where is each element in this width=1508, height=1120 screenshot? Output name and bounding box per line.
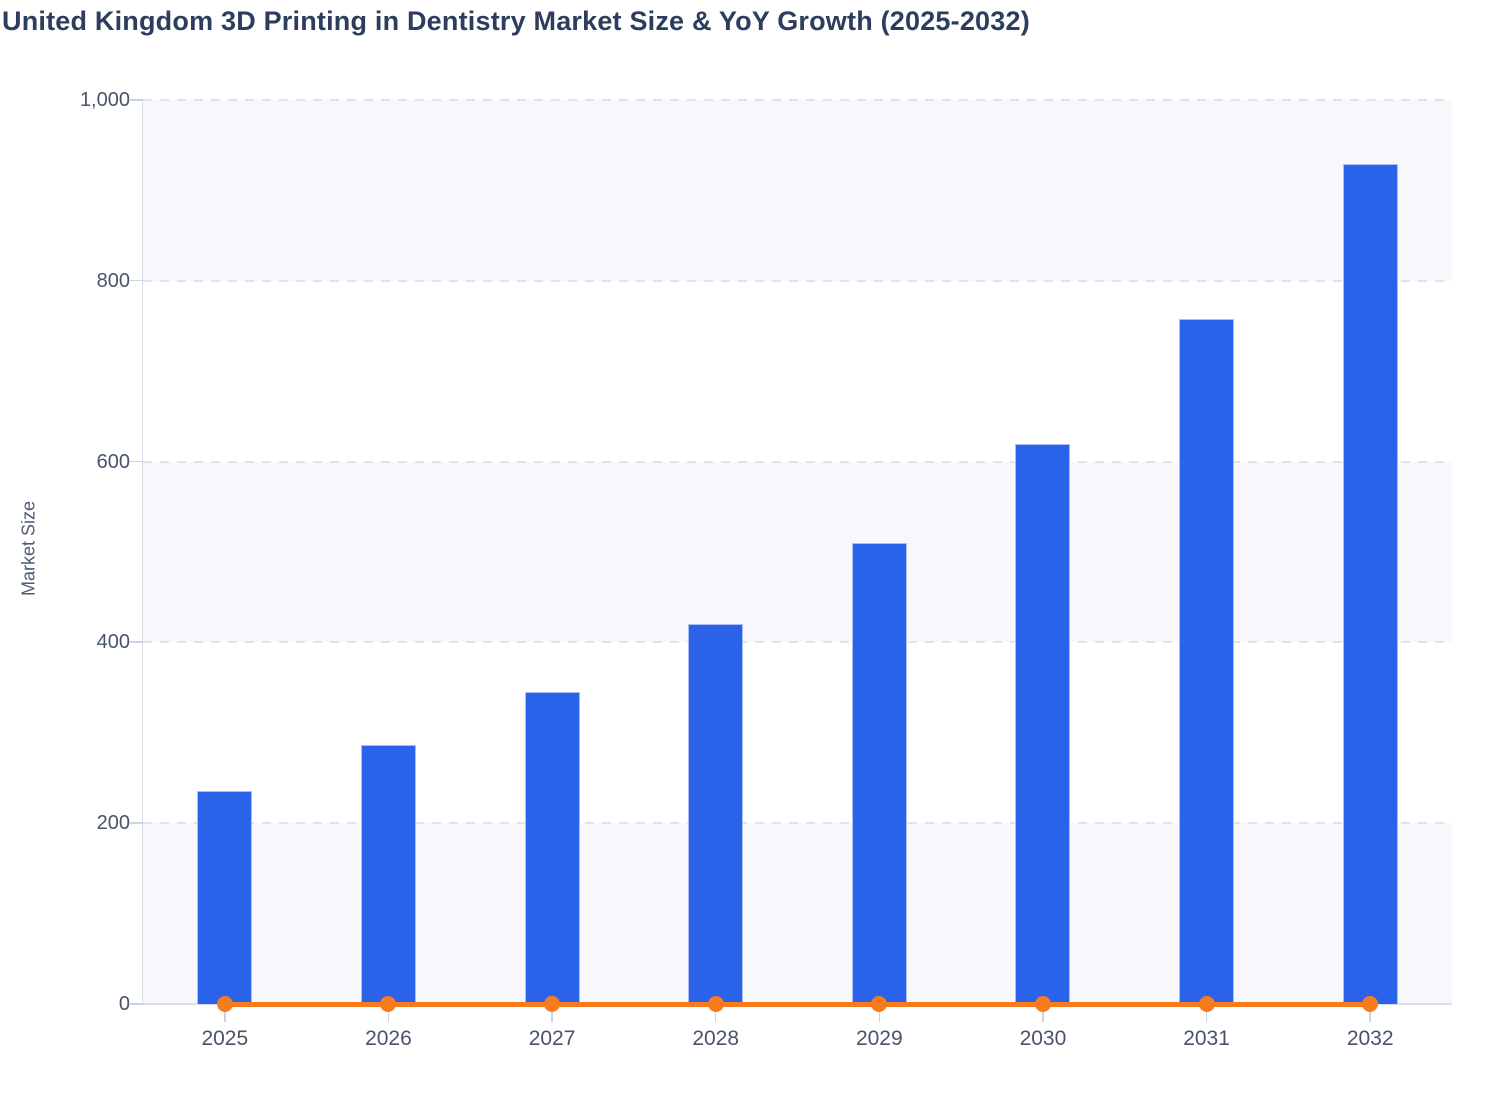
y-axis-line bbox=[141, 100, 143, 1004]
x-tick-label: 2027 bbox=[528, 1027, 576, 1050]
plot-band bbox=[143, 100, 1452, 281]
plot-band bbox=[143, 823, 1452, 1004]
yoy-marker-2026[interactable] bbox=[380, 996, 397, 1012]
bar-2031[interactable] bbox=[1179, 318, 1235, 1004]
bar-2025[interactable] bbox=[197, 790, 253, 1004]
y-tick-label: 400 bbox=[96, 631, 130, 654]
y-tick-label: 1,000 bbox=[79, 89, 130, 111]
bar-2030[interactable] bbox=[1015, 443, 1071, 1004]
plot-band bbox=[143, 461, 1452, 643]
x-tick-label: 2025 bbox=[201, 1027, 249, 1050]
x-tick-label: 2030 bbox=[1019, 1027, 1067, 1050]
yoy-marker-2030[interactable] bbox=[1034, 996, 1051, 1012]
yoy-marker-2028[interactable] bbox=[707, 996, 724, 1012]
chart-title: United Kingdom 3D Printing in Dentistry … bbox=[2, 6, 1030, 36]
bar-2029[interactable] bbox=[851, 542, 907, 1004]
bar-2026[interactable] bbox=[360, 744, 416, 1004]
yoy-marker-2029[interactable] bbox=[871, 996, 888, 1012]
x-tick-mark bbox=[1205, 1005, 1208, 1022]
y-tick-mark bbox=[130, 460, 143, 463]
yoy-marker-2031[interactable] bbox=[1198, 996, 1215, 1012]
x-tick-mark bbox=[1042, 1005, 1044, 1022]
yoy-marker-2032[interactable] bbox=[1362, 996, 1379, 1012]
bar-2027[interactable] bbox=[524, 692, 580, 1004]
y-tick-mark bbox=[130, 822, 143, 824]
y-tick-mark bbox=[130, 99, 143, 101]
gridline bbox=[143, 99, 1452, 101]
x-tick-label: 2031 bbox=[1183, 1027, 1230, 1050]
bar-2028[interactable] bbox=[688, 624, 744, 1004]
gridline bbox=[143, 460, 1452, 463]
y-tick-label: 600 bbox=[96, 450, 130, 473]
y-tick-mark bbox=[130, 279, 143, 282]
yoy-marker-2025[interactable] bbox=[216, 996, 233, 1012]
y-tick-mark bbox=[130, 1003, 143, 1005]
yoy-growth-line[interactable] bbox=[224, 1001, 1371, 1007]
x-tick-label: 2026 bbox=[365, 1027, 412, 1050]
x-tick-mark bbox=[1369, 1005, 1371, 1022]
y-tick-label: 0 bbox=[118, 993, 130, 1015]
x-tick-mark bbox=[551, 1005, 553, 1022]
x-tick-label: 2032 bbox=[1346, 1027, 1394, 1050]
x-tick-mark bbox=[714, 1005, 717, 1022]
yoy-marker-2027[interactable] bbox=[544, 996, 561, 1012]
x-tick-mark bbox=[387, 1005, 390, 1022]
x-tick-label: 2029 bbox=[855, 1027, 903, 1050]
gridline bbox=[143, 641, 1452, 644]
gridline bbox=[143, 279, 1452, 282]
x-tick-mark bbox=[224, 1005, 226, 1022]
bar-2032[interactable] bbox=[1342, 164, 1398, 1004]
gridline bbox=[143, 822, 1452, 825]
y-tick-label: 200 bbox=[96, 812, 130, 835]
y-tick-mark bbox=[130, 641, 143, 643]
x-tick-mark bbox=[878, 1005, 881, 1022]
x-tick-label: 2028 bbox=[692, 1027, 740, 1050]
y-tick-label: 800 bbox=[96, 269, 130, 292]
